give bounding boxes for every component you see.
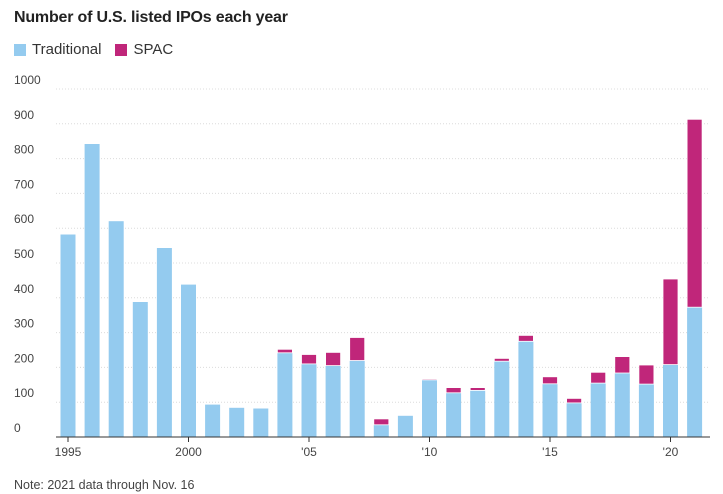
bar-spac-2021 bbox=[686, 118, 703, 308]
bar-traditional-2019 bbox=[638, 384, 654, 437]
bar-spac-2010 bbox=[421, 378, 438, 381]
bar-spac-2011 bbox=[445, 387, 462, 394]
bar-traditional-2002 bbox=[229, 407, 245, 437]
bar-spac-2017 bbox=[590, 371, 607, 384]
legend-label-spac: SPAC bbox=[133, 41, 174, 58]
chart-title: Number of U.S. listed IPOs each year bbox=[14, 9, 288, 26]
bar-spac-2005 bbox=[301, 354, 317, 365]
x-tick-label-2000: 2000 bbox=[175, 445, 202, 459]
bar-traditional-2004 bbox=[277, 352, 293, 437]
bar-spac-2014 bbox=[518, 334, 534, 342]
bar-spac-2008 bbox=[373, 418, 390, 426]
y-tick-label-300: 300 bbox=[14, 317, 34, 331]
bar-traditional-2016 bbox=[566, 402, 582, 437]
bar-traditional-2001 bbox=[205, 404, 221, 437]
y-tick-label-500: 500 bbox=[14, 247, 34, 261]
y-tick-label-0: 0 bbox=[14, 421, 21, 435]
bar-traditional-2007 bbox=[349, 360, 365, 437]
legend-swatch-spac bbox=[115, 43, 128, 56]
bar-spac-2006 bbox=[325, 351, 342, 366]
bar-spac-2012 bbox=[469, 387, 486, 391]
x-tick-label-2015: '15 bbox=[542, 445, 558, 459]
bar-spac-2004 bbox=[276, 348, 293, 354]
legend: Traditional SPAC bbox=[14, 41, 187, 58]
x-tick-label-1995: 1995 bbox=[55, 445, 82, 459]
bar-traditional-1998 bbox=[132, 302, 148, 437]
y-tick-label-1000: 1000 bbox=[14, 73, 41, 87]
bar-traditional-1999 bbox=[156, 248, 172, 437]
legend-item-traditional: Traditional bbox=[14, 41, 101, 58]
bar-spac-2020 bbox=[662, 278, 679, 365]
y-tick-label-700: 700 bbox=[14, 177, 34, 191]
bar-traditional-2000 bbox=[181, 284, 196, 437]
bar-traditional-2017 bbox=[590, 383, 606, 437]
bar-spac-2018 bbox=[614, 356, 631, 374]
bar-spac-2015 bbox=[542, 376, 558, 385]
legend-item-spac: SPAC bbox=[115, 41, 173, 58]
y-tick-label-900: 900 bbox=[14, 108, 34, 122]
bar-spac-2016 bbox=[566, 397, 582, 404]
chart-note: Note: 2021 data through Nov. 16 bbox=[14, 478, 195, 492]
bar-traditional-2013 bbox=[494, 361, 510, 437]
x-tick-label-2010: '10 bbox=[422, 445, 438, 459]
legend-label-traditional: Traditional bbox=[32, 41, 102, 58]
bar-traditional-2012 bbox=[470, 390, 486, 437]
bar-traditional-1997 bbox=[108, 221, 124, 437]
x-tick-label-2020: '20 bbox=[663, 445, 679, 459]
y-tick-label-800: 800 bbox=[14, 143, 34, 157]
bar-traditional-2003 bbox=[253, 408, 269, 437]
bar-traditional-2005 bbox=[301, 363, 317, 437]
x-tick-label-2005: '05 bbox=[301, 445, 317, 459]
bar-spac-2019 bbox=[638, 364, 655, 385]
bar-traditional-2011 bbox=[446, 392, 462, 437]
bar-traditional-2006 bbox=[325, 365, 341, 437]
bar-traditional-2008 bbox=[373, 424, 389, 437]
bar-traditional-1996 bbox=[84, 144, 100, 437]
y-tick-label-400: 400 bbox=[14, 282, 34, 296]
bar-traditional-2021 bbox=[687, 307, 703, 437]
bar-traditional-2020 bbox=[663, 364, 678, 437]
bar-traditional-2018 bbox=[614, 373, 630, 437]
bar-traditional-2010 bbox=[422, 379, 437, 437]
bar-spac-2013 bbox=[493, 357, 510, 362]
legend-swatch-traditional bbox=[14, 43, 26, 56]
bar-spac-2007 bbox=[349, 337, 366, 361]
bar-traditional-2009 bbox=[397, 415, 413, 437]
bar-traditional-2015 bbox=[542, 383, 558, 437]
y-tick-label-200: 200 bbox=[14, 351, 34, 365]
y-tick-label-100: 100 bbox=[14, 386, 34, 400]
y-tick-label-600: 600 bbox=[14, 212, 34, 226]
bar-traditional-2014 bbox=[518, 341, 534, 437]
bar-traditional-1995 bbox=[60, 234, 76, 437]
